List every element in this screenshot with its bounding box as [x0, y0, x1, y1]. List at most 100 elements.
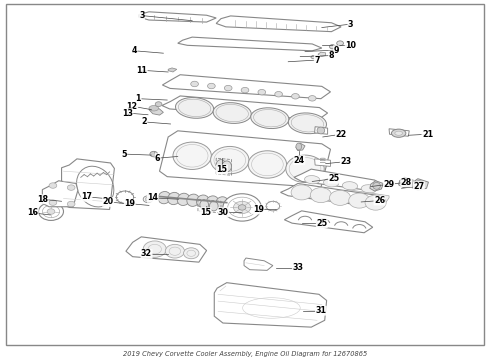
Text: 25: 25	[328, 174, 340, 183]
Text: 14: 14	[147, 193, 158, 202]
Ellipse shape	[150, 151, 158, 157]
Text: 24: 24	[294, 156, 305, 165]
Ellipse shape	[116, 191, 134, 203]
Polygon shape	[162, 75, 330, 99]
Text: 23: 23	[340, 157, 351, 166]
Text: 10: 10	[345, 41, 356, 50]
Ellipse shape	[329, 190, 351, 205]
Text: 22: 22	[336, 130, 346, 139]
Ellipse shape	[414, 181, 424, 188]
Ellipse shape	[251, 108, 289, 129]
Text: 32: 32	[141, 249, 152, 258]
Ellipse shape	[67, 185, 75, 190]
Ellipse shape	[329, 45, 335, 49]
Text: 17: 17	[81, 192, 92, 201]
Text: 3: 3	[139, 11, 145, 20]
Polygon shape	[315, 159, 330, 166]
Polygon shape	[281, 184, 383, 207]
Ellipse shape	[67, 201, 75, 207]
Polygon shape	[311, 55, 319, 59]
Text: 11: 11	[136, 66, 147, 75]
Ellipse shape	[395, 131, 402, 135]
Ellipse shape	[200, 200, 209, 210]
Ellipse shape	[216, 159, 226, 171]
Text: 9: 9	[334, 46, 339, 55]
Text: 20: 20	[102, 198, 114, 207]
Ellipse shape	[349, 193, 370, 208]
Polygon shape	[399, 177, 413, 188]
Polygon shape	[149, 107, 163, 115]
Polygon shape	[214, 283, 327, 327]
Ellipse shape	[343, 182, 358, 190]
Text: 19: 19	[124, 199, 135, 208]
Ellipse shape	[158, 192, 171, 204]
Text: 21: 21	[422, 130, 433, 139]
Ellipse shape	[209, 201, 218, 211]
Ellipse shape	[223, 194, 261, 221]
Polygon shape	[294, 169, 382, 191]
Text: 2: 2	[141, 117, 147, 126]
Polygon shape	[370, 181, 383, 191]
Ellipse shape	[187, 194, 199, 206]
Ellipse shape	[211, 147, 249, 174]
Ellipse shape	[39, 203, 64, 220]
Polygon shape	[178, 152, 195, 158]
Polygon shape	[318, 52, 326, 57]
Ellipse shape	[165, 244, 185, 258]
Ellipse shape	[173, 142, 211, 170]
Text: 7: 7	[314, 55, 320, 64]
Polygon shape	[315, 127, 328, 134]
Text: 13: 13	[122, 109, 133, 117]
Text: 15: 15	[217, 165, 227, 174]
Ellipse shape	[47, 209, 55, 214]
Ellipse shape	[155, 102, 162, 107]
Text: 33: 33	[293, 263, 303, 272]
Ellipse shape	[145, 197, 151, 201]
Polygon shape	[412, 179, 428, 190]
Text: 19: 19	[253, 205, 264, 214]
Ellipse shape	[291, 185, 312, 200]
Ellipse shape	[168, 192, 180, 204]
Ellipse shape	[288, 113, 326, 134]
Ellipse shape	[392, 129, 406, 137]
Ellipse shape	[275, 91, 282, 97]
Text: 18: 18	[37, 195, 48, 204]
Ellipse shape	[49, 200, 57, 205]
Text: 25: 25	[316, 219, 327, 228]
Ellipse shape	[292, 94, 299, 99]
Ellipse shape	[305, 176, 320, 184]
Ellipse shape	[149, 105, 159, 111]
Ellipse shape	[323, 179, 339, 187]
Ellipse shape	[213, 103, 251, 123]
Ellipse shape	[373, 183, 380, 189]
Ellipse shape	[49, 183, 57, 188]
Ellipse shape	[241, 87, 249, 93]
Text: 28: 28	[401, 177, 412, 186]
Ellipse shape	[401, 179, 410, 185]
Ellipse shape	[177, 193, 190, 206]
Ellipse shape	[175, 98, 214, 118]
Polygon shape	[160, 131, 330, 188]
Polygon shape	[178, 37, 322, 51]
Ellipse shape	[317, 127, 325, 134]
Text: 29: 29	[384, 180, 394, 189]
Text: 5: 5	[121, 150, 127, 158]
Ellipse shape	[216, 197, 228, 209]
Ellipse shape	[258, 89, 266, 95]
Ellipse shape	[196, 195, 209, 207]
Ellipse shape	[208, 83, 215, 89]
Text: 31: 31	[316, 306, 326, 315]
Ellipse shape	[308, 96, 316, 101]
Text: 8: 8	[329, 51, 334, 60]
Polygon shape	[139, 12, 216, 22]
Ellipse shape	[222, 161, 232, 172]
Ellipse shape	[310, 188, 331, 203]
Polygon shape	[216, 16, 341, 32]
Text: 1: 1	[136, 94, 141, 103]
Text: 2019 Chevy Corvette Cooler Assembly, Engine Oil Diagram for 12670865: 2019 Chevy Corvette Cooler Assembly, Eng…	[123, 351, 367, 356]
Ellipse shape	[143, 241, 166, 257]
Polygon shape	[296, 143, 305, 151]
Ellipse shape	[191, 81, 198, 87]
Ellipse shape	[248, 151, 287, 178]
Polygon shape	[389, 129, 409, 136]
